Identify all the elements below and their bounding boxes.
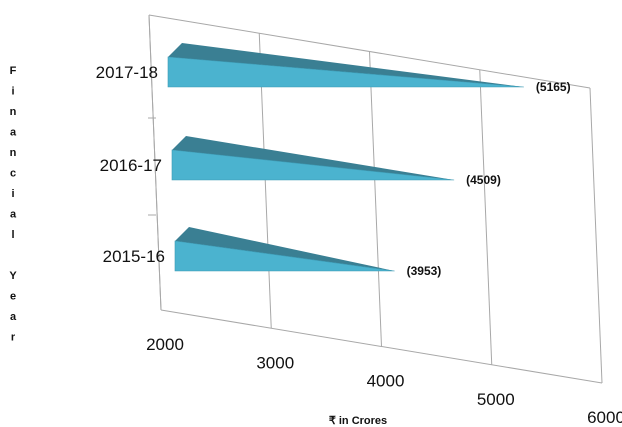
chart-walls xyxy=(148,14,603,384)
y-axis-title-letter: c xyxy=(10,168,16,180)
gridline xyxy=(479,69,493,365)
data-label: (3953) xyxy=(407,264,442,278)
chart-labels: 2000 3000 4000 5000 6000 (3953) 2015-16 (4509) 2… xyxy=(96,63,622,427)
y-axis-title-letter: i xyxy=(11,188,14,200)
bar xyxy=(167,56,524,88)
bar-top-face xyxy=(168,43,524,87)
bar-top-face xyxy=(175,227,395,271)
y-axis-title-letter: a xyxy=(10,311,17,323)
y-axis-title-letter: l xyxy=(11,229,14,241)
gridline xyxy=(369,51,382,347)
top-frame-line xyxy=(148,14,591,89)
category-label: 2016-17 xyxy=(100,156,162,175)
y-axis-title-letter: e xyxy=(10,291,16,303)
x-axis-line xyxy=(160,309,603,384)
x-tick-label: 6000 xyxy=(587,408,622,427)
y-axis-title-letter: i xyxy=(11,86,14,98)
bar xyxy=(171,149,455,181)
x-tick-label: 5000 xyxy=(477,390,515,409)
x-tick-label: 4000 xyxy=(367,372,405,391)
x-tick-label: 3000 xyxy=(256,353,294,372)
y-axis-title-letter: Y xyxy=(9,270,17,282)
y-axis-title-letter: a xyxy=(10,127,17,139)
chart-bars xyxy=(167,43,524,272)
y-axis-line xyxy=(148,14,162,311)
bar-top-face xyxy=(172,136,455,180)
y-axis-title-letter: a xyxy=(10,209,17,221)
x-tick-label: 2000 xyxy=(146,335,184,354)
y-axis-title-letter: n xyxy=(10,147,17,159)
y-axis-title-letter: r xyxy=(11,332,16,344)
x-axis-title: ₹ in Crores xyxy=(329,415,387,427)
category-label: 2017-18 xyxy=(96,63,158,82)
data-label: (4509) xyxy=(466,173,501,187)
gridline xyxy=(589,87,603,384)
y-axis-title-letter: F xyxy=(10,65,17,77)
bar xyxy=(174,240,395,272)
y-axis-title-letter: n xyxy=(10,106,17,118)
data-label: (5165) xyxy=(536,80,571,94)
category-label: 2015-16 xyxy=(103,247,165,266)
